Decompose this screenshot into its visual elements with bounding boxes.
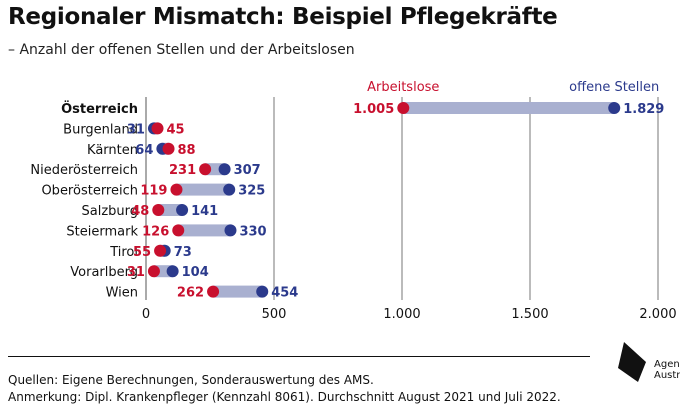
offene-stellen-value-label: 330 (239, 224, 266, 239)
logo-text: Agenda Austria (654, 359, 680, 381)
arbeitslose-point (172, 224, 185, 237)
connector-bar (213, 285, 263, 298)
offene-stellen-value-label: 1.829 (623, 102, 664, 117)
arbeitslose-value-label: 45 (167, 122, 185, 137)
offene-stellen-value-label: 325 (238, 184, 265, 199)
chart-subtitle: – Anzahl der offenen Stellen und der Arb… (8, 42, 355, 58)
arbeitslose-value-label: 119 (140, 184, 167, 199)
footer-divider (8, 356, 590, 357)
x-tick-label: 500 (262, 307, 287, 322)
x-tick-label: 1.000 (383, 307, 420, 322)
arbeitslose-value-label: 31 (127, 265, 145, 280)
arbeitslose-value-label: 126 (142, 224, 169, 239)
chart-title: Regionaler Mismatch: Beispiel Pflegekräf… (8, 4, 558, 30)
arbeitslose-value-label: 88 (178, 143, 196, 158)
arbeitslose-value-label: 55 (133, 245, 151, 260)
source-note: Quellen: Eigene Berechnungen, Sonderausw… (8, 372, 561, 406)
category-label: Kärnten (87, 143, 138, 158)
arbeitslose-point (154, 244, 167, 257)
arbeitslose-point (151, 122, 164, 135)
arbeitslose-value-label: 1.005 (353, 102, 394, 117)
x-tick-label: 0 (142, 307, 150, 322)
note-line: Anmerkung: Dipl. Krankenpfleger (Kennzah… (8, 390, 561, 404)
category-label: Österreich (61, 101, 138, 117)
connector-bar (403, 102, 615, 114)
arbeitslose-point (152, 204, 165, 216)
offene-stellen-point (218, 163, 231, 176)
legend-offene-stellen: offene Stellen (569, 80, 659, 95)
connector-bar (178, 224, 231, 237)
category-label: Oberösterreich (41, 184, 138, 199)
offene-stellen-point (224, 224, 237, 237)
offene-stellen-value-label: 104 (182, 265, 209, 280)
offene-stellen-point (608, 102, 621, 114)
offene-stellen-value-label: 307 (234, 163, 261, 178)
category-label: Tirol (109, 245, 138, 260)
dumbbell-chart: 0 500 1.000 1.500 2.000 Arbeitslose offene Ste… (30, 80, 676, 322)
connector-bar (176, 183, 230, 196)
offene-stellen-point (223, 183, 236, 196)
legend-arbeitslose: Arbeitslose (367, 80, 439, 95)
logo-line-1: Agenda (654, 359, 680, 370)
category-label: Steiermark (66, 224, 138, 239)
arbeitslose-point (199, 163, 212, 176)
arbeitslose-value-label: 48 (131, 204, 149, 219)
arbeitslose-point (162, 142, 175, 155)
arbeitslose-point (397, 102, 410, 114)
arbeitslose-value-label: 262 (177, 286, 204, 301)
x-tick-label: 1.500 (511, 307, 548, 322)
agenda-austria-logo-icon (618, 342, 646, 382)
logo-line-2: Austria (654, 370, 680, 381)
offene-stellen-value-label: 73 (174, 245, 192, 260)
arbeitslose-point (207, 285, 220, 298)
offene-stellen-value-label: 141 (191, 204, 218, 219)
offene-stellen-value-label: 64 (135, 143, 153, 158)
source-line: Quellen: Eigene Berechnungen, Sonderausw… (8, 373, 374, 387)
arbeitslose-point (170, 183, 183, 196)
connector-bar (158, 204, 183, 216)
category-label: Vorarlberg (70, 265, 138, 280)
offene-stellen-point (176, 204, 189, 216)
category-label: Burgenland (63, 122, 138, 137)
offene-stellen-value-label: 454 (271, 286, 298, 301)
offene-stellen-value-label: 31 (127, 122, 145, 137)
category-label: Salzburg (81, 204, 138, 219)
arbeitslose-value-label: 231 (169, 163, 196, 178)
arbeitslose-point (147, 265, 160, 278)
x-tick-label: 2.000 (639, 307, 676, 322)
category-label: Niederösterreich (30, 163, 138, 178)
offene-stellen-point (256, 285, 269, 298)
offene-stellen-point (166, 265, 179, 278)
category-label: Wien (106, 286, 138, 301)
